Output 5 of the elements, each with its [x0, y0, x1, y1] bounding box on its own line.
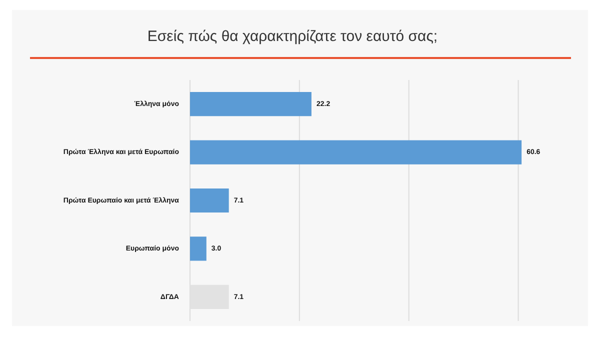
bar	[190, 236, 206, 261]
bar	[190, 140, 522, 164]
bar	[190, 92, 312, 116]
bar	[190, 188, 229, 213]
chart-title: Εσείς πώς θα χαρακτηρίζατε τον εαυτό σας;	[147, 28, 438, 46]
